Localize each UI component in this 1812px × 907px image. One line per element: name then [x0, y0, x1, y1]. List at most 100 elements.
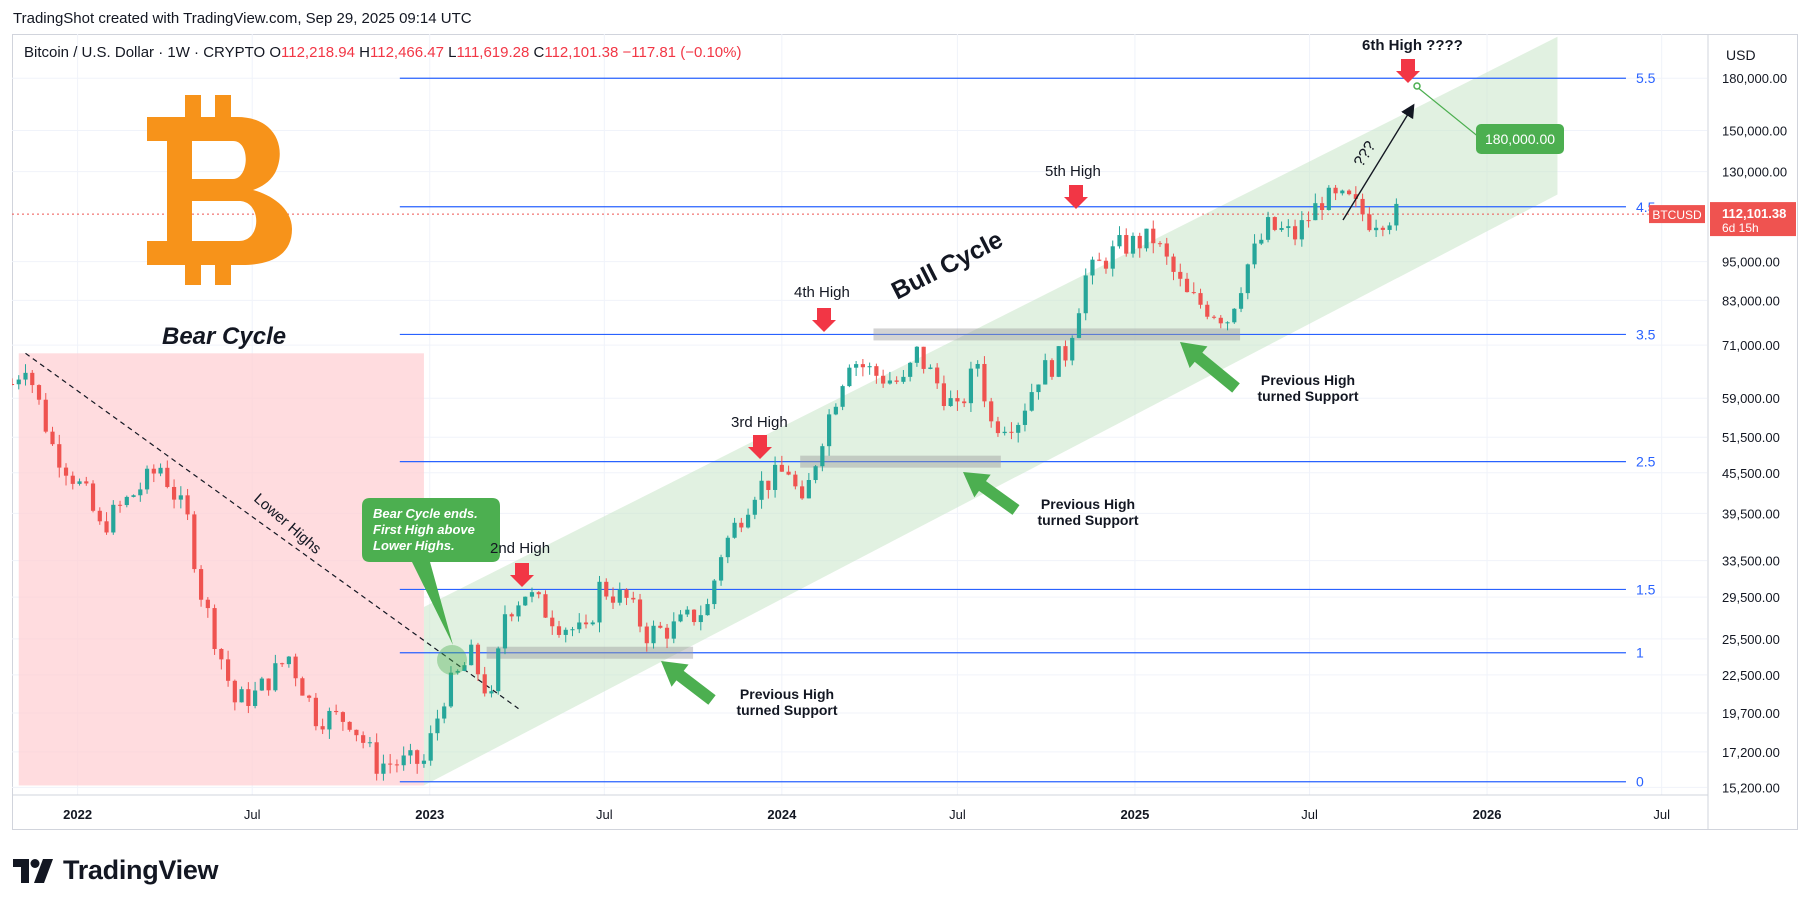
candle-body-148 — [1009, 431, 1014, 433]
candle-body-46 — [320, 726, 325, 730]
candle-body-63 — [435, 718, 440, 734]
candle-body-137 — [935, 367, 940, 384]
candle-body-68 — [469, 644, 474, 666]
tradingview-wordmark: TradingView — [63, 855, 219, 885]
candle-body-98 — [671, 621, 676, 639]
bear-ends-text-2: Lower Highs. — [373, 538, 455, 553]
candle-body-83 — [570, 629, 575, 631]
time-tick-2: 2023 — [415, 807, 444, 822]
high-value: 112,466.47 — [370, 44, 444, 61]
bear-cycle-label: Bear Cycle — [162, 323, 286, 350]
candle-body-1 — [16, 379, 21, 385]
candle-body-190 — [1292, 226, 1298, 240]
candle-body-118 — [806, 480, 811, 499]
candle-body-112 — [766, 480, 771, 490]
candle-body-62 — [428, 733, 433, 761]
candle-body-124 — [847, 367, 852, 387]
candle-body-39 — [273, 663, 278, 691]
candle-body-66 — [455, 670, 460, 673]
candle-body-130 — [887, 380, 892, 384]
candle-body-2 — [23, 372, 28, 380]
support-1-label-line-1: turned Support — [736, 702, 837, 718]
candle-body-176 — [1198, 293, 1203, 305]
fib-label-2.5: 2.5 — [1636, 454, 1656, 470]
candle-body-30 — [212, 608, 217, 650]
candle-body-52 — [361, 735, 366, 743]
candle-body-117 — [800, 486, 805, 499]
candle-body-134 — [914, 346, 919, 363]
candle-body-100 — [685, 609, 690, 615]
candle-body-186 — [1265, 217, 1271, 240]
candle-body-178 — [1211, 316, 1217, 318]
candle-body-204 — [1387, 225, 1392, 230]
candle-body-150 — [1022, 410, 1028, 425]
candle-body-152 — [1036, 384, 1041, 393]
candle-body-56 — [388, 763, 393, 765]
price-tick-4: 83,000.00 — [1722, 293, 1780, 308]
price-tick-10: 33,500.00 — [1722, 554, 1780, 569]
candle-body-59 — [408, 750, 413, 756]
candle-body-7 — [57, 444, 62, 468]
tradingview-logo[interactable]: TradingView — [13, 855, 219, 886]
candle-body-203 — [1380, 227, 1385, 230]
candle-body-60 — [415, 750, 420, 764]
candle-body-5 — [43, 399, 48, 432]
candle-body-197 — [1340, 190, 1345, 194]
candle-body-11 — [84, 481, 89, 484]
current-symbol-text: BTCUSD — [1652, 208, 1702, 222]
bear-ends-highlight — [437, 645, 467, 675]
candle-body-19 — [138, 489, 143, 496]
price-axis-currency: USD — [1726, 47, 1756, 63]
candle-body-31 — [219, 649, 224, 660]
candle-body-64 — [442, 706, 447, 719]
candle-body-199 — [1353, 194, 1358, 199]
candle-body-32 — [226, 659, 231, 681]
symbol-title: Bitcoin / U.S. Dollar · 1W · CRYPTO — [24, 44, 266, 61]
fib-label-1.5: 1.5 — [1636, 581, 1656, 597]
time-tick-0: 2022 — [63, 807, 92, 822]
candle-body-120 — [820, 446, 825, 467]
candle-body-181 — [1232, 308, 1237, 323]
candle-body-10 — [77, 481, 82, 484]
high-6-label: 6th High ???? — [1362, 37, 1463, 54]
candle-body-143 — [975, 363, 980, 369]
low-value: 111,619.28 — [456, 44, 530, 61]
candle-body-149 — [1016, 424, 1021, 433]
high-5-label: 5th High — [1045, 163, 1101, 180]
price-tick-0: 180,000.00 — [1722, 71, 1787, 86]
candle-body-35 — [246, 689, 251, 706]
candle-body-6 — [50, 431, 55, 445]
price-tick-5: 71,000.00 — [1722, 338, 1780, 353]
candle-body-23 — [165, 467, 170, 487]
candle-body-155 — [1056, 346, 1061, 377]
candle-body-132 — [901, 376, 906, 382]
support-2-label-line-1: turned Support — [1037, 512, 1138, 528]
candle-body-119 — [813, 466, 818, 481]
candle-body-167 — [1137, 235, 1142, 249]
candle-body-188 — [1279, 228, 1284, 230]
candle-body-48 — [334, 710, 339, 713]
candle-body-44 — [307, 695, 312, 698]
candle-body-102 — [698, 615, 703, 623]
close-label: C — [533, 44, 545, 61]
candle-body-96 — [658, 625, 663, 628]
btc-bar-top-1 — [185, 95, 201, 123]
candle-body-80 — [550, 617, 555, 627]
target-label-box — [1476, 124, 1564, 154]
bull-cycle-label: Bull Cycle — [887, 225, 1007, 305]
candle-body-103 — [705, 604, 710, 616]
candle-body-144 — [982, 363, 987, 402]
high-2-label: 2nd High — [490, 540, 550, 557]
candle-body-201 — [1367, 214, 1372, 231]
candle-body-147 — [1002, 431, 1007, 434]
support-3-label-line-1: turned Support — [1257, 388, 1358, 404]
candle-body-86 — [590, 622, 595, 625]
candle-body-198 — [1346, 190, 1352, 195]
candle-body-189 — [1286, 226, 1291, 229]
target-label-text: 180,000.00 — [1485, 131, 1555, 147]
candle-body-49 — [340, 712, 345, 722]
current-price-badge — [1710, 202, 1796, 237]
bitcoin-logo-icon — [147, 95, 292, 285]
time-tick-6: 2025 — [1120, 807, 1149, 822]
